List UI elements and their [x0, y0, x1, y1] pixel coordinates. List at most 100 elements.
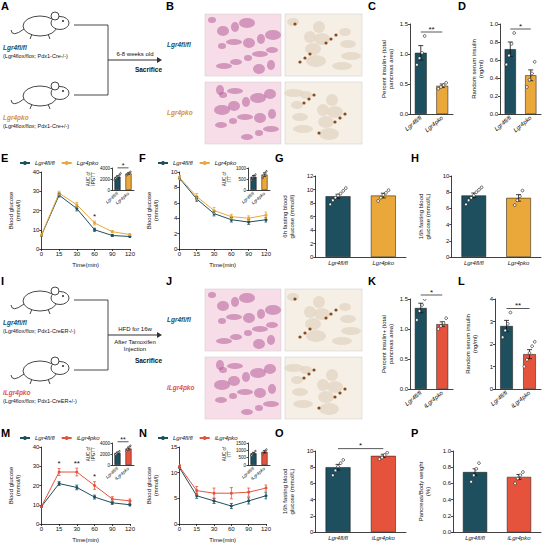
svg-text:0: 0 [178, 251, 182, 257]
svg-text:0: 0 [107, 188, 110, 193]
svg-text:0.2: 0.2 [443, 513, 452, 519]
svg-text:Blood glucose: Blood glucose [8, 191, 14, 229]
svg-text:**: ** [515, 301, 521, 310]
svg-text:Lgr4pko: Lgr4pko [512, 114, 533, 133]
svg-text:1: 1 [490, 364, 494, 370]
svg-text:Lgr4pko: Lgr4pko [424, 114, 445, 133]
svg-text:ITT: ITT [227, 450, 232, 457]
svg-text:6h fasting blood: 6h fasting blood [282, 195, 288, 237]
svg-text:10: 10 [33, 227, 40, 233]
svg-text:(Lgr4flox/flox; Pdx1-Cre+/-): (Lgr4flox/flox; Pdx1-Cre+/-) [3, 123, 69, 129]
svg-text:IPGTT: IPGTT [91, 172, 96, 186]
svg-text:10: 10 [171, 470, 178, 476]
svg-text:0.0: 0.0 [443, 529, 452, 535]
svg-text:0: 0 [446, 254, 450, 260]
svg-text:Lgr4fl/fl: Lgr4fl/fl [167, 316, 191, 324]
svg-text:1.0: 1.0 [443, 448, 452, 454]
svg-text:IPGTT: IPGTT [91, 447, 96, 461]
svg-text:iLgr4pko: iLgr4pko [250, 466, 267, 481]
svg-text:4: 4 [174, 215, 178, 221]
svg-text:iLgr4pko: iLgr4pko [167, 384, 194, 392]
svg-text:4: 4 [310, 497, 314, 503]
svg-text:After Tamoxifen: After Tamoxifen [114, 339, 156, 345]
svg-text:Lgr4fl/fl: Lgr4fl/fl [493, 114, 512, 132]
svg-text:iLgr4pko: iLgr4pko [114, 466, 131, 481]
svg-text:0.2: 0.2 [490, 93, 499, 99]
svg-text:500: 500 [238, 177, 246, 182]
svg-text:(Lgr4flox/flox; Pdx1-CreER-/-): (Lgr4flox/flox; Pdx1-CreER-/-) [3, 328, 76, 334]
svg-text:0: 0 [243, 463, 246, 468]
svg-text:30: 30 [73, 526, 80, 532]
svg-text:pancreas area): pancreas area) [388, 49, 394, 89]
svg-text:0.5: 0.5 [400, 81, 409, 87]
svg-text:Lgr4fl/fl: Lgr4fl/fl [35, 160, 55, 166]
svg-text:HFD for 16w: HFD for 16w [118, 326, 152, 332]
svg-text:Lgr4fl/fl: Lgr4fl/fl [173, 435, 193, 441]
svg-text:Lgr4fl/fl: Lgr4fl/fl [404, 389, 423, 407]
svg-text:0: 0 [490, 386, 494, 392]
svg-text:Lgr4pko: Lgr4pko [3, 114, 29, 122]
svg-text:2: 2 [310, 241, 314, 247]
svg-text:90: 90 [109, 526, 116, 532]
svg-text:8: 8 [310, 200, 314, 206]
svg-text:Sacrifice: Sacrifice [135, 357, 162, 364]
svg-text:6: 6 [174, 200, 178, 206]
svg-text:30: 30 [211, 251, 218, 257]
svg-text:30: 30 [33, 188, 40, 194]
svg-text:40: 40 [33, 444, 40, 450]
svg-text:1.0: 1.0 [490, 21, 499, 27]
svg-text:iLgr4pko: iLgr4pko [508, 535, 532, 541]
svg-text:1000: 1000 [236, 166, 247, 171]
svg-text:15: 15 [56, 526, 63, 532]
svg-text:90: 90 [245, 526, 252, 532]
svg-text:(ng/ml): (ng/ml) [478, 60, 484, 79]
svg-text:Time(min): Time(min) [72, 537, 99, 543]
svg-text:5: 5 [174, 495, 178, 501]
svg-text:0: 0 [243, 188, 246, 193]
svg-text:10: 10 [443, 173, 450, 179]
svg-text:16h fasting blood: 16h fasting blood [418, 194, 424, 240]
svg-text:(mmol/l): (mmol/l) [153, 200, 159, 222]
svg-text:4: 4 [490, 296, 494, 302]
svg-text:Random serum insulin: Random serum insulin [471, 39, 477, 99]
svg-text:Injection: Injection [124, 346, 146, 352]
svg-text:*: * [122, 162, 125, 169]
svg-text:10: 10 [171, 169, 178, 175]
svg-text:3: 3 [490, 319, 494, 325]
svg-text:(mmol/l): (mmol/l) [153, 475, 159, 497]
svg-text:**: ** [120, 436, 126, 443]
svg-text:Lgr4fl/fl: Lgr4fl/fl [404, 114, 423, 132]
svg-text:**: ** [428, 25, 434, 34]
svg-text:0: 0 [310, 254, 314, 260]
svg-text:iLgr4pko: iLgr4pko [372, 535, 396, 541]
svg-text:1.5: 1.5 [400, 296, 409, 302]
svg-text:**: ** [74, 459, 80, 468]
svg-text:6: 6 [310, 214, 314, 220]
svg-text:iLgr4pko: iLgr4pko [77, 435, 101, 441]
svg-text:15: 15 [56, 251, 63, 257]
svg-text:4: 4 [310, 227, 314, 233]
svg-text:iLgr4pko: iLgr4pko [510, 389, 532, 409]
svg-text:20: 20 [33, 483, 40, 489]
svg-text:30: 30 [33, 463, 40, 469]
svg-text:(Lgr4flox/flox; Pdx1-Cre-/-): (Lgr4flox/flox; Pdx1-Cre-/-) [3, 53, 68, 59]
svg-text:Lgr4pko: Lgr4pko [215, 160, 237, 166]
svg-text:2000: 2000 [100, 452, 111, 457]
svg-text:Percent insulin+ (total: Percent insulin+ (total [381, 40, 387, 98]
svg-text:12: 12 [307, 173, 314, 179]
svg-text:2: 2 [174, 231, 178, 237]
svg-text:Percent insulin+ (total: Percent insulin+ (total [381, 315, 387, 373]
svg-text:(mmol/l): (mmol/l) [15, 200, 21, 222]
svg-text:*: * [93, 212, 96, 221]
svg-text:Lgr4fl/fl: Lgr4fl/fl [490, 389, 509, 407]
svg-text:1.0: 1.0 [400, 326, 409, 332]
svg-text:1.5: 1.5 [400, 21, 409, 27]
svg-text:90: 90 [109, 251, 116, 257]
svg-text:120: 120 [261, 251, 272, 257]
svg-text:*: * [519, 22, 522, 31]
svg-text:8: 8 [310, 464, 314, 470]
svg-text:*: * [359, 441, 362, 450]
svg-text:60: 60 [91, 251, 98, 257]
svg-text:0.6: 0.6 [443, 480, 452, 486]
svg-text:0: 0 [40, 526, 44, 532]
